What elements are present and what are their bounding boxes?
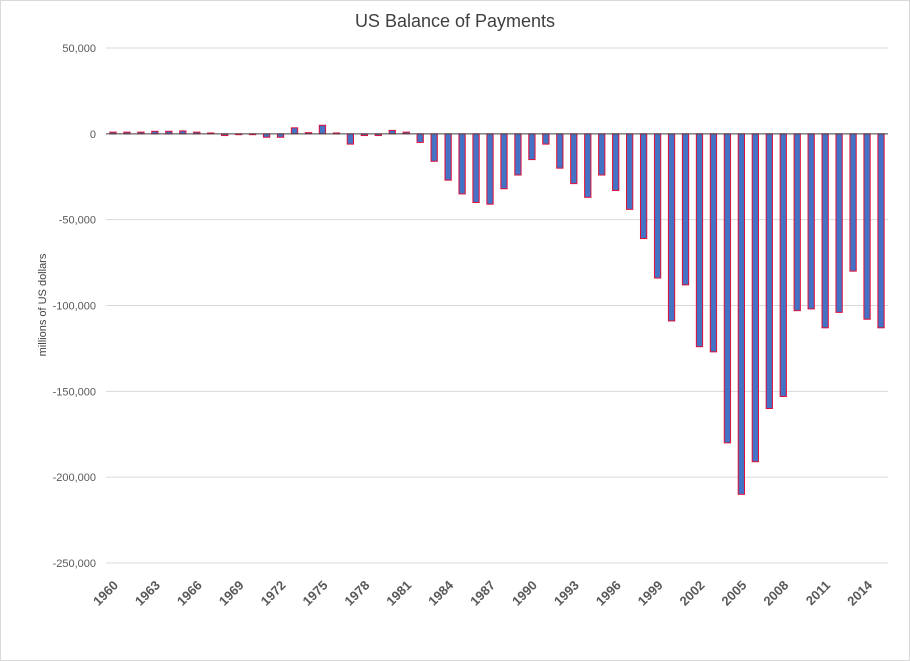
x-tick-label: 1969 [216,578,247,609]
x-tick-label: 1984 [425,577,457,609]
x-tick-label: 1963 [132,578,163,609]
bar-1975 [318,124,327,135]
bar-2015 [877,133,885,329]
x-tick-label: 1972 [258,578,289,609]
x-tick-label: 1960 [90,578,121,609]
x-tick-label: 2008 [760,578,791,609]
x-tick-label: 2005 [718,578,749,609]
bar-2000 [667,133,676,322]
bar-1983 [430,133,438,162]
bar-2001 [681,133,690,286]
bar-1986 [472,133,480,203]
bar-2002 [695,133,704,348]
bar-1991 [542,133,550,145]
bar-1988 [500,133,508,190]
bar-1993 [570,133,578,185]
x-tick-label: 1966 [174,578,205,609]
bar-1998 [639,133,648,240]
y-tick-label: -250,000 [53,558,96,570]
bar-2007 [765,133,773,410]
bar-1985 [458,133,466,195]
bar-2006 [751,133,759,463]
x-tick-label: 1987 [467,578,498,609]
bar-1972 [276,133,285,138]
x-tick-label: 2014 [844,577,876,609]
x-tick-label: 1975 [300,578,331,609]
bar-2003 [709,133,718,353]
bar-2013 [849,133,857,272]
bar-1973 [290,127,299,135]
bar-2011 [821,133,829,329]
bar-1977 [346,133,355,145]
bar-1995 [598,133,606,176]
y-tick-label: 0 [90,129,96,141]
x-axis-ticks: 1960 1963 1966 1969 1972 1975 1978 1981 1984 1987… [90,577,876,609]
bar-2010 [807,133,815,310]
x-tick-label: 1996 [593,578,624,609]
bar-1984 [444,133,452,181]
bar-2008 [779,133,787,397]
x-tick-label: 1990 [509,578,540,609]
bar-2012 [835,133,843,313]
y-axis-ticks: 50,000 0 -50,000 -100,000 -150,000 -200,000 -2… [53,43,96,570]
x-tick-label: 1999 [635,578,666,609]
bar-1997 [626,133,634,210]
y-tick-label: 50,000 [62,43,96,55]
bar-1996 [612,133,620,191]
x-tick-label: 1981 [383,578,414,609]
bar-1982 [416,133,424,143]
x-tick-label: 2002 [677,578,708,609]
x-tick-label: 1978 [341,578,372,609]
chart-title: US Balance of Payments [354,11,556,31]
bar-1992 [556,133,564,169]
bars [109,124,885,495]
bar-1971 [262,133,271,138]
bar-2005 [737,133,746,495]
bar-2014 [863,133,871,320]
y-tick-label: -50,000 [59,215,96,227]
y-tick-label: -150,000 [53,386,96,398]
bar-1990 [528,133,536,161]
y-tick-label: -200,000 [53,472,96,484]
x-tick-label: 1993 [551,578,582,609]
bar-1987 [486,133,494,205]
bar-2004 [723,133,732,444]
bar-1980 [388,129,396,135]
bar-1989 [514,133,522,176]
bar-1999 [653,133,662,279]
bar-1994 [584,133,592,198]
y-tick-label: -100,000 [53,301,96,313]
bar-2009 [793,133,801,312]
x-tick-label: 2011 [803,578,834,609]
